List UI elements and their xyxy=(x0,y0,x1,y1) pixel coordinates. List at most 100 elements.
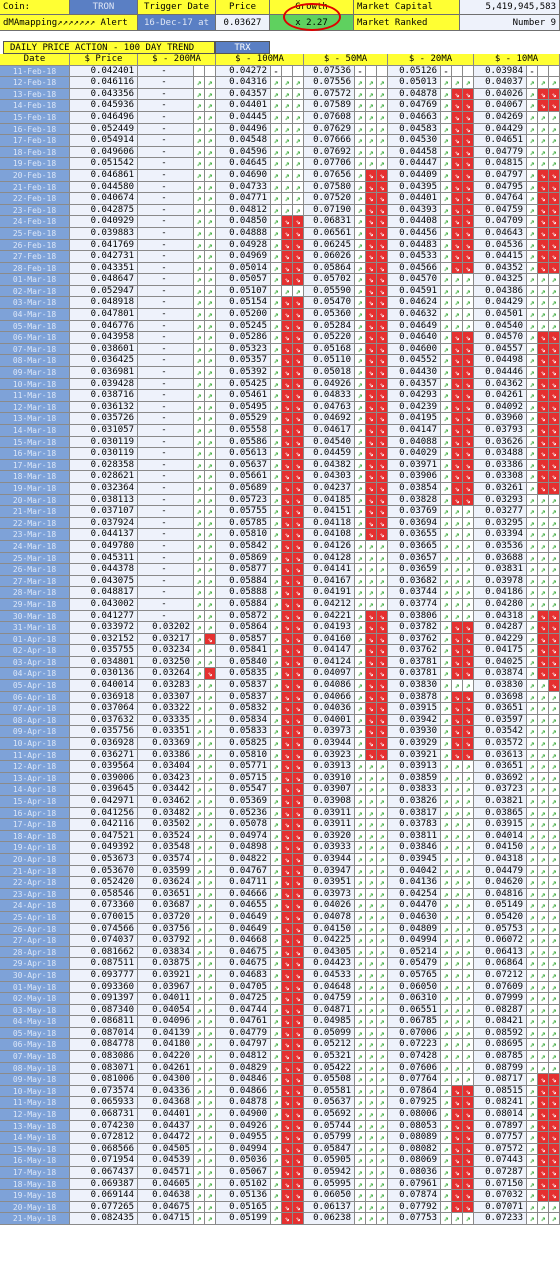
ma10-value: 0.04429 xyxy=(474,123,527,136)
arrow-up-icon: ⇗ xyxy=(293,193,304,205)
ma20-value: 0.08053 xyxy=(388,1120,441,1133)
arrow-up-icon: ⇗ xyxy=(527,564,538,576)
arrow-down-icon: ⇘ xyxy=(452,1132,463,1144)
arrow-up-icon: ⇗ xyxy=(293,285,304,298)
arrow-down-icon: ⇘ xyxy=(463,227,474,240)
arrow-up-icon: ⇗ xyxy=(271,425,282,437)
arrow-down-icon: ⇘ xyxy=(282,1062,293,1075)
arrow-down-icon: ⇘ xyxy=(293,1132,304,1144)
arrow-up-icon: ⇗ xyxy=(194,135,205,147)
arrow-down-icon: ⇘ xyxy=(377,610,388,623)
ma50-value: 0.04001 xyxy=(304,714,355,727)
row-date: 05-Mar-18 xyxy=(0,320,70,333)
row-price: 0.052420 xyxy=(70,877,138,889)
ma200-value: 0.03482 xyxy=(138,807,194,820)
arrow-down-icon: ⇘ xyxy=(293,1120,304,1133)
arrow-up-icon: ⇗ xyxy=(527,552,538,565)
ma10-value: 0.03865 xyxy=(474,807,527,820)
arrow-down-icon: ⇘ xyxy=(452,1143,463,1156)
arrow-up-icon: ⇗ xyxy=(527,77,538,89)
ma100-value: 0.04711 xyxy=(216,877,271,889)
arrow-up-icon: ⇗ xyxy=(452,274,463,286)
arrow-up-icon: ⇗ xyxy=(527,1155,538,1167)
arrow-down-icon: ⇘ xyxy=(549,355,560,368)
arrow-up-icon: ⇗ xyxy=(355,100,366,112)
ma200-value: 0.03462 xyxy=(138,796,194,808)
coin-tab[interactable]: TRX xyxy=(215,41,270,54)
table-row: 09-May-18 0.081006 0.04300 ⇗ ⇗ 0.04846 ⇗ ⇘ ⇘ 0.05… xyxy=(0,1074,560,1086)
arrow-down-icon: ⇘ xyxy=(549,633,560,646)
arrow-up-icon: ⇗ xyxy=(205,691,216,704)
arrow-up-icon: ⇗ xyxy=(538,691,549,704)
arrow-down-icon: ⇘ xyxy=(377,413,388,425)
arrow-up-icon: ⇗ xyxy=(271,969,282,982)
row-price: 0.037064 xyxy=(70,703,138,715)
arrow-down-icon: ⇘ xyxy=(293,471,304,483)
arrow-up-icon: ⇗ xyxy=(205,610,216,623)
row-date: 18-Mar-18 xyxy=(0,471,70,483)
arrow-down-icon: ⇘ xyxy=(282,1097,293,1110)
arrow-up-icon: ⇗ xyxy=(205,343,216,356)
arrow-up-icon: ⇗ xyxy=(441,1074,452,1086)
ma10-value: 0.03793 xyxy=(474,425,527,437)
arrow-up-icon: ⇗ xyxy=(293,158,304,170)
row-price: 0.046116 xyxy=(70,77,138,89)
ma100-value: 0.05136 xyxy=(216,1190,271,1202)
ma100-value: 0.04357 xyxy=(216,88,271,101)
table-body: 11-Feb-18 0.042401-0.04272-0.07536-0.0512… xyxy=(0,65,560,1225)
arrow-down-icon: ⇘ xyxy=(452,343,463,356)
arrow-up-icon: ⇗ xyxy=(293,111,304,124)
ma100-value: 0.04878 xyxy=(216,1097,271,1110)
arrow-up-icon: ⇗ xyxy=(527,575,538,588)
arrow-down-icon: ⇘ xyxy=(538,1155,549,1167)
arrow-up-icon: ⇗ xyxy=(205,703,216,715)
table-row: 26-Feb-18 0.041769- ⇗ ⇗ 0.04928 ⇗ ⇘ ⇘ 0.06245 ⇗ ⇘ ⇘… xyxy=(0,239,560,252)
arrow-down-icon: ⇘ xyxy=(452,691,463,704)
row-date: 21-Mar-18 xyxy=(0,506,70,518)
arrow-up-icon: ⇗ xyxy=(205,645,216,657)
arrow-up-icon: ⇗ xyxy=(463,575,474,588)
arrow-up-icon: ⇗ xyxy=(538,1051,549,1063)
arrow-down-icon: ⇘ xyxy=(293,981,304,994)
arrow-up-icon: ⇗ xyxy=(194,181,205,194)
arrow-up-icon: ⇗ xyxy=(377,158,388,170)
ma50-value: 0.04833 xyxy=(304,390,355,402)
arrow-up-icon: ⇗ xyxy=(527,204,538,217)
row-date: 15-Apr-18 xyxy=(0,796,70,808)
arrow-up-icon: ⇗ xyxy=(527,1085,538,1098)
arrow-up-icon: ⇗ xyxy=(194,111,205,124)
arrow-up-icon: ⇗ xyxy=(452,1062,463,1075)
arrow-down-icon: ⇘ xyxy=(549,668,560,681)
arrow-up-icon: ⇗ xyxy=(452,506,463,518)
ma100-value: 0.05884 xyxy=(216,575,271,588)
row-price: 0.042731 xyxy=(70,251,138,263)
arrow-down-icon: ⇘ xyxy=(377,714,388,727)
arrow-up-icon: ⇗ xyxy=(366,796,377,808)
arrow-up-icon: ⇗ xyxy=(271,656,282,669)
arrow-up-icon: ⇗ xyxy=(527,610,538,623)
ma100-value: 0.05014 xyxy=(216,262,271,275)
arrow-down-icon: ⇘ xyxy=(549,100,560,112)
arrow-up-icon: ⇗ xyxy=(355,622,366,634)
ma50-value: 0.03973 xyxy=(304,888,355,901)
arrow-up-icon: ⇗ xyxy=(549,958,560,970)
arrow-down-icon: ⇘ xyxy=(282,714,293,727)
arrow-up-icon: ⇗ xyxy=(194,1132,205,1144)
ma10-value: 0.08717 xyxy=(474,1074,527,1086)
ma200-value: - xyxy=(138,320,194,333)
arrow-up-icon: ⇗ xyxy=(538,923,549,936)
ma20-value: 0.04447 xyxy=(388,158,441,170)
arrow-down-icon: ⇘ xyxy=(282,865,293,878)
ma20-value: 0.04393 xyxy=(388,204,441,217)
ma10-value: 0.03536 xyxy=(474,540,527,553)
row-price: 0.035756 xyxy=(70,726,138,739)
ma100-value: 0.04655 xyxy=(216,900,271,912)
arrow-down-icon: ⇘ xyxy=(366,506,377,518)
arrow-down-icon: ⇘ xyxy=(377,251,388,263)
arrow-up-icon: ⇗ xyxy=(452,564,463,576)
ma20-value: 0.04994 xyxy=(388,935,441,947)
arrow-up-icon: ⇗ xyxy=(527,598,538,611)
arrow-up-icon: ⇗ xyxy=(271,598,282,611)
ma20-value: 0.04401 xyxy=(388,193,441,205)
table-row: 24-Feb-18 0.040929- ⇗ ⇗ 0.04850 ⇗ ⇘ ⇘ 0.06831 ⇗ ⇘ ⇘… xyxy=(0,216,560,228)
